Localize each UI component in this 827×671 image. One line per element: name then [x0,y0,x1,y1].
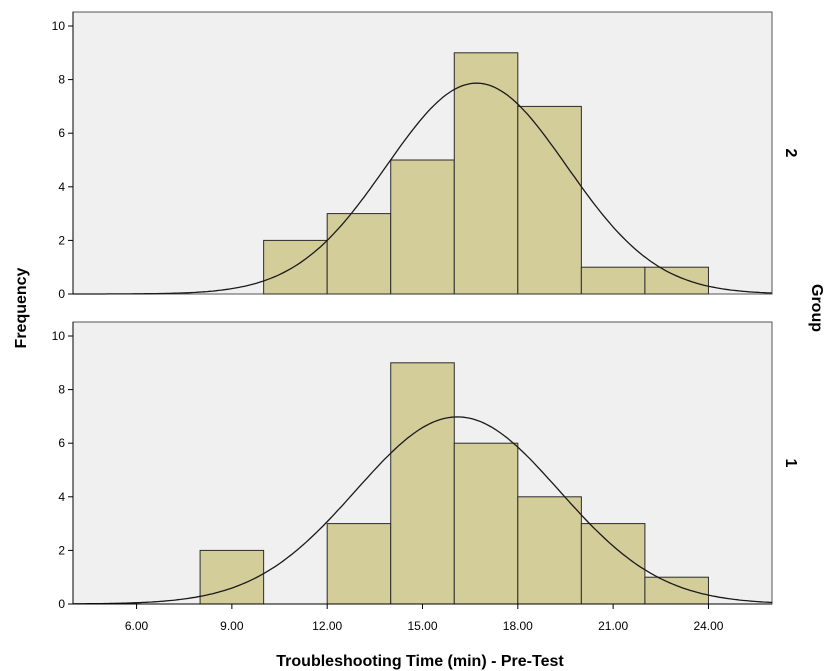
y-tick-label: 0 [58,287,65,301]
panel-group-2: 0 2 4 6 8 10 2 [52,11,799,301]
y-tick-label: 4 [58,490,65,504]
y-tick-label: 6 [58,126,65,140]
y-tick-label: 4 [58,180,65,194]
x-tick-label: 18.00 [503,619,533,633]
x-tick-label: 9.00 [220,619,244,633]
panel-label: 2 [782,149,799,158]
histogram-bar [390,362,455,605]
panels-layer: 0 2 4 6 8 10 2 0 2 4 6 8 10 1 [52,11,799,611]
y-tick-label: 0 [58,597,65,611]
histogram-bar [580,266,646,295]
histogram-bar [453,442,519,605]
normal-curve [72,416,773,605]
histogram-bar [517,496,582,605]
histogram-bar [644,576,709,605]
y-tick-label: 2 [58,543,65,557]
histogram-bar [580,523,646,605]
x-tick-label: 21.00 [598,619,628,633]
y-tick-label: 6 [58,436,65,450]
x-tick-label: 15.00 [407,619,437,633]
y-tick-label: 8 [58,383,65,397]
histogram-bar [644,266,709,295]
histogram-bar [390,159,455,295]
x-tick-label: 12.00 [312,619,342,633]
y-tick-label: 10 [52,329,66,343]
x-tick-label: 24.00 [693,619,723,633]
histogram-bar [199,549,265,605]
x-tick-label: 6.00 [125,619,149,633]
panel-group-1: 0 2 4 6 8 10 1 [52,321,799,611]
panel-axis-title: Group [808,284,825,332]
x-axis-title: Troubleshooting Time (min) - Pre-Test [276,653,564,670]
histogram-bar [453,52,519,295]
histogram-bar [326,213,392,295]
histogram-bar [326,523,392,605]
histogram-bar [517,105,582,295]
y-tick-label: 2 [58,233,65,247]
y-tick-label: 8 [58,73,65,87]
normal-curve [73,82,773,295]
panel-label: 1 [782,459,799,468]
y-axis-title: Frequency [13,267,30,348]
y-tick-label: 10 [52,19,66,33]
x-axis: 6.00 9.00 12.00 15.00 18.00 21.00 24.00 [73,603,772,633]
